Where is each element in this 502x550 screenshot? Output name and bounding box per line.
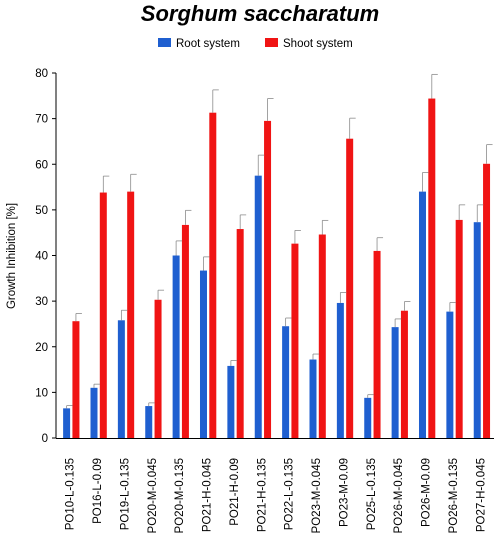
bar-shoot-system xyxy=(181,224,189,438)
bar-shoot-system xyxy=(236,229,244,438)
x-tick-label: PO22-L-0.135 xyxy=(284,458,296,530)
y-tick-label: 30 xyxy=(35,296,48,308)
x-axis: PO10-L-0.135 PO16-L-0.09 PO19-L-0.135 PO20-… xyxy=(65,458,488,533)
bar-shoot-system xyxy=(291,243,299,438)
bar-root-system xyxy=(336,302,344,438)
bar-root-system xyxy=(473,222,481,438)
bar-shoot-system xyxy=(72,321,80,438)
y-tick-label: 80 xyxy=(35,68,48,80)
x-tick-label: PO19-L-0.135 xyxy=(119,458,131,530)
bar-root-system xyxy=(391,327,399,438)
x-tick-label: PO26-M-0.135 xyxy=(448,458,460,533)
x-tick-label: PO10-L-0.135 xyxy=(65,458,77,530)
x-tick-label: PO23-M-0.045 xyxy=(311,458,323,533)
error-bars xyxy=(66,73,493,409)
y-tick-label: 10 xyxy=(35,387,48,399)
legend-swatch-shoot xyxy=(265,38,278,47)
y-tick-label: 50 xyxy=(35,205,48,217)
y-tick-label: 70 xyxy=(35,114,48,126)
bar-shoot-system xyxy=(428,98,436,439)
bar-root-system xyxy=(63,408,71,438)
bar-shoot-system xyxy=(455,219,463,438)
bar-root-system xyxy=(446,311,454,438)
bar-root-system xyxy=(90,387,98,438)
bar-shoot-system xyxy=(400,310,408,438)
y-tick-label: 0 xyxy=(42,433,48,445)
bar-root-system xyxy=(227,365,235,438)
bar-shoot-system xyxy=(318,234,326,438)
y-tick-label: 40 xyxy=(35,251,48,263)
bar-shoot-system xyxy=(154,299,162,438)
bars xyxy=(63,98,491,439)
x-tick-label: PO26-M-0.09 xyxy=(421,458,433,527)
bar-shoot-system xyxy=(346,138,354,438)
y-axis-title: Growth Inhibition [%] xyxy=(6,203,18,309)
y-tick-label: 60 xyxy=(35,159,48,171)
y-tick-label: 20 xyxy=(35,342,48,354)
bar-root-system xyxy=(145,406,153,438)
bar-shoot-system xyxy=(483,163,491,438)
x-tick-label: PO21-H-0.09 xyxy=(229,458,241,526)
bar-root-system xyxy=(254,175,262,438)
legend: Root system Shoot system xyxy=(158,38,353,50)
bar-root-system xyxy=(418,191,426,438)
bar-shoot-system xyxy=(99,192,107,438)
x-tick-label: PO21-H-0.135 xyxy=(256,458,268,532)
chart-title: Sorghum saccharatum xyxy=(141,1,379,26)
y-axis: 0 10 20 30 40 50 60 70 80 xyxy=(35,68,56,445)
bar-shoot-system xyxy=(127,191,135,438)
bar-root-system xyxy=(282,326,290,438)
x-tick-label: PO20-M-0.045 xyxy=(147,458,159,533)
legend-label-shoot: Shoot system xyxy=(283,38,353,50)
x-tick-label: PO25-L-0.135 xyxy=(366,458,378,530)
x-tick-label: PO23-M-0.09 xyxy=(338,458,350,527)
x-tick-label: PO20-M-0.135 xyxy=(174,458,186,533)
bar-root-system xyxy=(199,270,207,438)
bar-shoot-system xyxy=(373,250,381,438)
bar-shoot-system xyxy=(209,112,217,438)
legend-swatch-root xyxy=(158,38,171,47)
bar-shoot-system xyxy=(264,120,272,438)
x-tick-label: PO16-L-0.09 xyxy=(92,458,104,524)
legend-label-root: Root system xyxy=(176,38,240,50)
x-tick-label: PO21-H-0.045 xyxy=(202,458,214,532)
bar-root-system xyxy=(172,255,180,438)
bar-root-system xyxy=(117,320,125,438)
x-tick-label: PO27-H-0.045 xyxy=(475,458,487,532)
bar-root-system xyxy=(364,397,372,438)
x-tick-label: PO26-M-0.045 xyxy=(393,458,405,533)
bar-root-system xyxy=(309,359,317,438)
